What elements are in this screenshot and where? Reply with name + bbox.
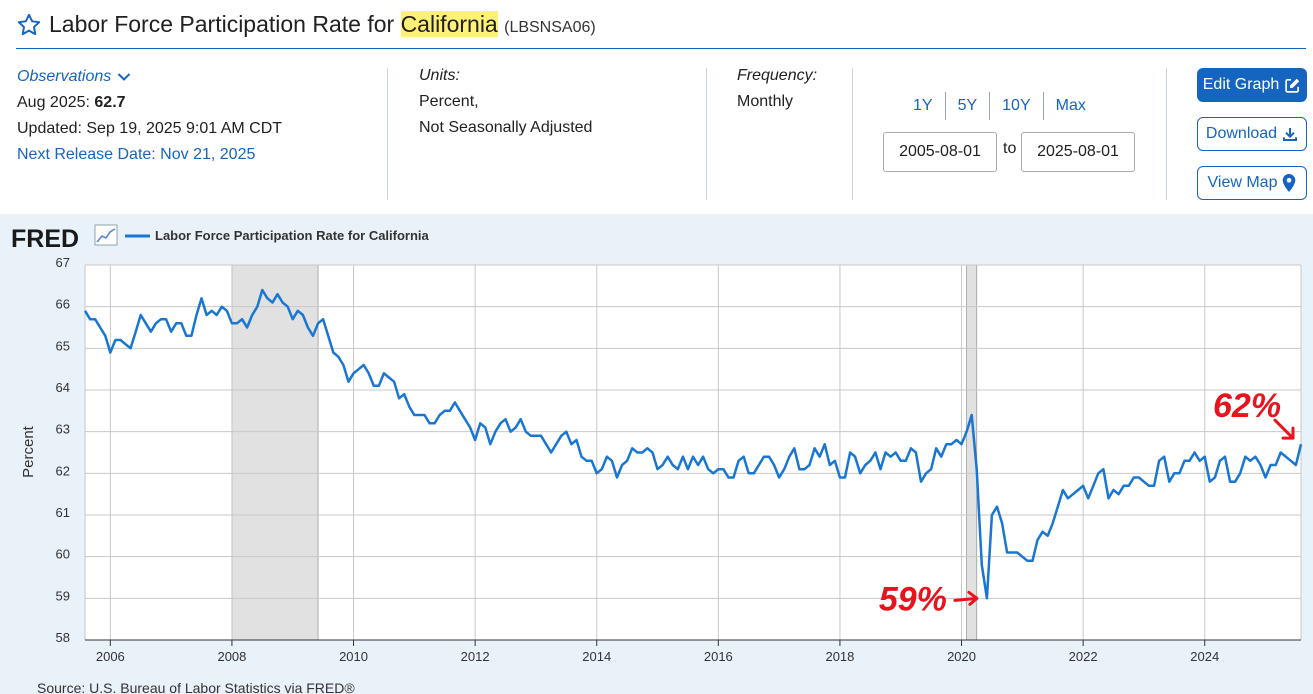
view-map-button[interactable]: View Map <box>1197 166 1307 200</box>
chart: FRED Labor Force Participation Rate for … <box>11 224 1303 694</box>
x-tick-label: 2022 <box>1069 649 1098 664</box>
range-1y-button[interactable]: 1Y <box>901 92 946 120</box>
frequency-value: Monthly <box>737 93 794 110</box>
header-divider <box>16 48 1306 49</box>
annotation-high-arrow <box>1273 418 1295 440</box>
fred-logo: FRED <box>11 225 79 253</box>
start-date-input[interactable]: 2005-08-01 <box>883 132 997 172</box>
map-pin-icon <box>1283 174 1296 192</box>
y-tick-label: 62 <box>56 463 70 478</box>
star-icon[interactable] <box>16 12 42 38</box>
edit-graph-button[interactable]: Edit Graph <box>1197 68 1307 102</box>
units-line-1: Percent, <box>419 93 479 110</box>
x-tick-label: 2008 <box>217 649 246 664</box>
legend-label: Labor Force Participation Rate for Calif… <box>155 228 430 243</box>
range-buttons: 1Y 5Y 10Y Max <box>901 92 1098 120</box>
page-title: Labor Force Participation Rate for Calif… <box>49 11 596 38</box>
y-tick-label: 65 <box>56 338 70 353</box>
title-highlight: California <box>400 11 498 37</box>
updated-text: Updated: Sep 19, 2025 9:01 AM CDT <box>17 120 283 137</box>
series-id: (LBSNSA06) <box>504 19 596 36</box>
annotation-low-label: 59% <box>879 580 947 618</box>
range-max-button[interactable]: Max <box>1055 97 1086 114</box>
latest-observation-value: 62.7 <box>94 94 126 111</box>
observations-heading: Observations <box>17 68 112 85</box>
latest-observation: Aug 2025: 62.7 <box>17 90 282 116</box>
units-panel: Units: Percent, Not Seasonally Adjusted <box>419 63 592 141</box>
range-5y-button[interactable]: 5Y <box>946 92 991 120</box>
download-label: Download <box>1205 125 1278 142</box>
column-divider <box>387 68 388 200</box>
column-divider <box>706 68 707 200</box>
x-tick-label: 2016 <box>704 649 733 664</box>
latest-observation-label: Aug 2025: <box>17 94 95 111</box>
y-axis-label: Percent <box>20 425 37 478</box>
date-separator: to <box>1003 140 1017 157</box>
chevron-down-icon <box>118 73 131 81</box>
next-release-link[interactable]: Next Release Date: Nov 21, 2025 <box>17 146 256 163</box>
y-tick-label: 61 <box>56 505 70 520</box>
observations-panel: Observations Aug 2025: 62.7 Updated: Sep… <box>17 64 282 168</box>
x-tick-label: 2014 <box>582 649 611 664</box>
y-tick-label: 67 <box>56 255 70 270</box>
x-tick-label: 2010 <box>339 649 368 664</box>
column-divider <box>1166 68 1167 200</box>
x-tick-label: 2012 <box>461 649 490 664</box>
frequency-panel: Frequency: Monthly <box>737 63 817 115</box>
frequency-heading: Frequency: <box>737 67 818 84</box>
edit-icon <box>1285 78 1300 93</box>
mini-chart-icon <box>94 224 118 246</box>
x-tick-label: 2006 <box>96 649 125 664</box>
x-tick-label: 2024 <box>1190 649 1219 664</box>
column-divider <box>852 68 853 200</box>
range-10y-button[interactable]: 10Y <box>990 92 1044 120</box>
y-tick-label: 63 <box>56 422 70 437</box>
units-heading: Units: <box>419 67 460 84</box>
y-tick-label: 58 <box>56 630 70 645</box>
y-tick-label: 64 <box>56 380 70 395</box>
view-map-label: View Map <box>1207 174 1278 191</box>
series-line <box>83 288 1303 600</box>
annotation-low-arrow <box>953 590 979 606</box>
x-tick-label: 2018 <box>825 649 854 664</box>
y-tick-label: 60 <box>56 547 70 562</box>
observations-toggle[interactable]: Observations <box>17 64 131 90</box>
title-text: Labor Force Participation Rate for <box>49 11 401 37</box>
edit-graph-label: Edit Graph <box>1202 76 1280 93</box>
chart-source: Source: U.S. Bureau of Labor Statistics … <box>37 680 355 694</box>
header: Labor Force Participation Rate for Calif… <box>0 0 1313 50</box>
x-tick-label: 2020 <box>947 649 976 664</box>
download-button[interactable]: Download <box>1197 117 1307 151</box>
end-date-input[interactable]: 2025-08-01 <box>1021 132 1135 172</box>
units-line-2: Not Seasonally Adjusted <box>419 119 593 136</box>
y-tick-label: 66 <box>56 297 70 312</box>
annotation-high-label: 62% <box>1213 387 1281 425</box>
download-icon <box>1283 128 1298 141</box>
y-tick-label: 59 <box>56 588 70 603</box>
